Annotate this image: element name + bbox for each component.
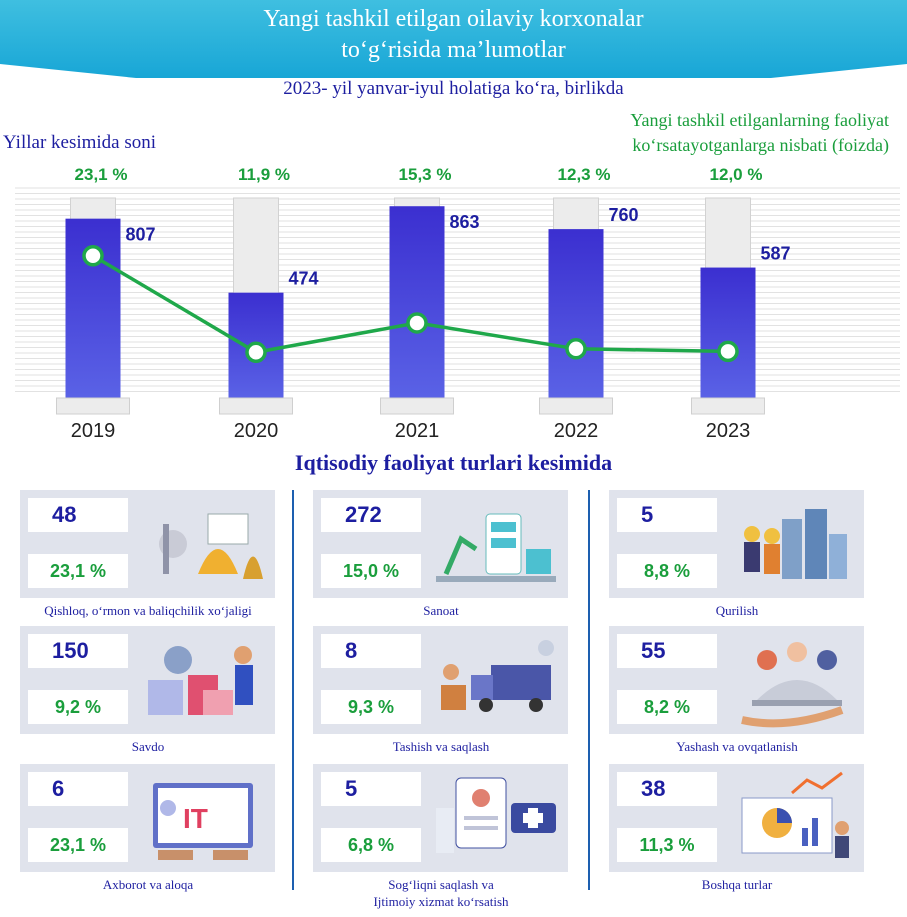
percent-data-label: 12,0 % — [710, 165, 763, 184]
bar-base — [691, 397, 765, 415]
percent-data-label: 11,9 % — [238, 165, 290, 184]
sector-percent: 23,1 % — [28, 828, 128, 862]
page-title: Yangi tashkil etilgan oilaviy korxonalar… — [0, 4, 907, 66]
sector-percent: 9,3 % — [321, 690, 421, 724]
sector-label: Tashish va saqlash — [392, 739, 490, 754]
bar-base — [380, 397, 454, 415]
sector-label: Axborot va aloqa — [102, 877, 194, 892]
percent-data-label: 23,1 % — [75, 165, 128, 184]
sector-card: 55 8,2 % — [609, 626, 864, 734]
yearly-chart: 2019 807 23,1 % 2020 474 11,9 % 2021 863 15,3 % 2… — [15, 165, 900, 442]
header-banner — [0, 0, 907, 78]
sector-percent: 8,8 % — [617, 554, 717, 588]
percent-point — [406, 312, 428, 334]
count-axis-label: Yillar kesimida soni — [3, 132, 157, 153]
bar — [700, 267, 756, 398]
analytics-board-icon — [741, 771, 849, 858]
sector-card: 6 23,1 % IT — [20, 764, 275, 872]
sector-percent: 8,2 % — [617, 690, 717, 724]
construction-icon — [744, 509, 847, 579]
percent-point — [717, 340, 739, 363]
sector-label: Qishloq, o‘rmon va baliqchilik xo‘jaligi — [44, 603, 252, 618]
sector-label: Savdo — [131, 739, 165, 754]
shopping-icon — [148, 646, 253, 715]
section-title: Iqtisodiy faoliyat turlari kesimida — [294, 450, 613, 475]
x-tick-label: 2021 — [395, 420, 440, 442]
sector-card: 5 8,8 % — [609, 490, 864, 598]
bar — [389, 206, 445, 398]
sector-count: 48 — [28, 498, 128, 532]
healthcare-icon — [436, 777, 556, 853]
x-tick-label: 2022 — [554, 420, 599, 442]
percent-point — [82, 245, 104, 267]
column-divider — [292, 490, 294, 890]
sector-card: 8 9,3 % — [313, 626, 568, 734]
percent-data-label: 12,3 % — [558, 165, 611, 184]
sector-count: 272 — [321, 498, 421, 532]
sector-label: Yashash va ovqatlanish — [676, 739, 798, 754]
sector-count: 150 — [28, 634, 128, 668]
x-tick-label: 2020 — [234, 420, 279, 442]
agriculture-icon — [159, 513, 263, 579]
ratio-label-line-2: ko‘rsatayotganlarga nisbati (foizda) — [632, 135, 889, 155]
sector-card: 48 23,1 % — [20, 490, 275, 598]
bar-base — [539, 397, 613, 415]
sector-label: Qurilish — [715, 603, 759, 618]
percent-point — [565, 338, 587, 360]
count-data-label: 863 — [450, 212, 480, 232]
sector-count: 8 — [321, 634, 421, 668]
x-tick-label: 2019 — [71, 420, 116, 442]
count-data-label: 474 — [289, 269, 319, 289]
bar — [548, 229, 604, 398]
factory-robot-icon — [436, 513, 556, 582]
title-line-1: Yangi tashkil etilgan oilaviy korxonalar — [263, 6, 644, 32]
count-data-label: 760 — [609, 205, 639, 225]
ratio-label-line-1: Yangi tashkil etilganlarning faoliyat — [630, 110, 889, 130]
sector-label: Boshqa turlar — [701, 877, 773, 892]
sector-count: 5 — [321, 772, 421, 806]
sector-percent: 9,2 % — [28, 690, 128, 724]
sector-count: 38 — [617, 772, 717, 806]
bar-base — [219, 397, 293, 415]
sector-card: 38 11,3 % — [609, 764, 864, 872]
count-data-label: 807 — [126, 225, 156, 245]
svg-text:IT: IT — [183, 803, 208, 834]
x-tick-label: 2023 — [706, 420, 751, 442]
sector-card: 150 9,2 % — [20, 626, 275, 734]
sector-card: 272 15,0 % — [313, 490, 568, 598]
sector-card: 5 6,8 % — [313, 764, 568, 872]
column-divider — [588, 490, 590, 890]
sector-percent: 6,8 % — [321, 828, 421, 862]
it-monitor-icon: IT — [153, 783, 253, 860]
delivery-truck-icon — [441, 640, 554, 712]
bar-base — [56, 397, 130, 415]
count-data-label: 587 — [761, 244, 791, 264]
title-line-2: to‘g‘risida ma’lumotlar — [341, 37, 566, 63]
subtitle: 2023- yil yanvar-iyul holatiga ko‘ra, bi… — [283, 78, 624, 99]
sector-percent: 15,0 % — [321, 554, 421, 588]
sector-count: 6 — [28, 772, 128, 806]
ratio-legend-label: Yangi tashkil etilganlarning faoliyat ko… — [549, 108, 889, 158]
sector-percent: 11,3 % — [617, 828, 717, 862]
percent-data-label: 15,3 % — [399, 165, 452, 184]
percent-point — [245, 341, 267, 363]
sector-label: Sanoat — [423, 603, 459, 618]
sector-percent: 23,1 % — [28, 554, 128, 588]
restaurant-service-icon — [741, 642, 844, 728]
sector-label: Sog‘liqni saqlash va Ijtimoiy xizmat ko‘… — [373, 877, 509, 909]
sector-count: 55 — [617, 634, 717, 668]
sector-count: 5 — [617, 498, 717, 532]
